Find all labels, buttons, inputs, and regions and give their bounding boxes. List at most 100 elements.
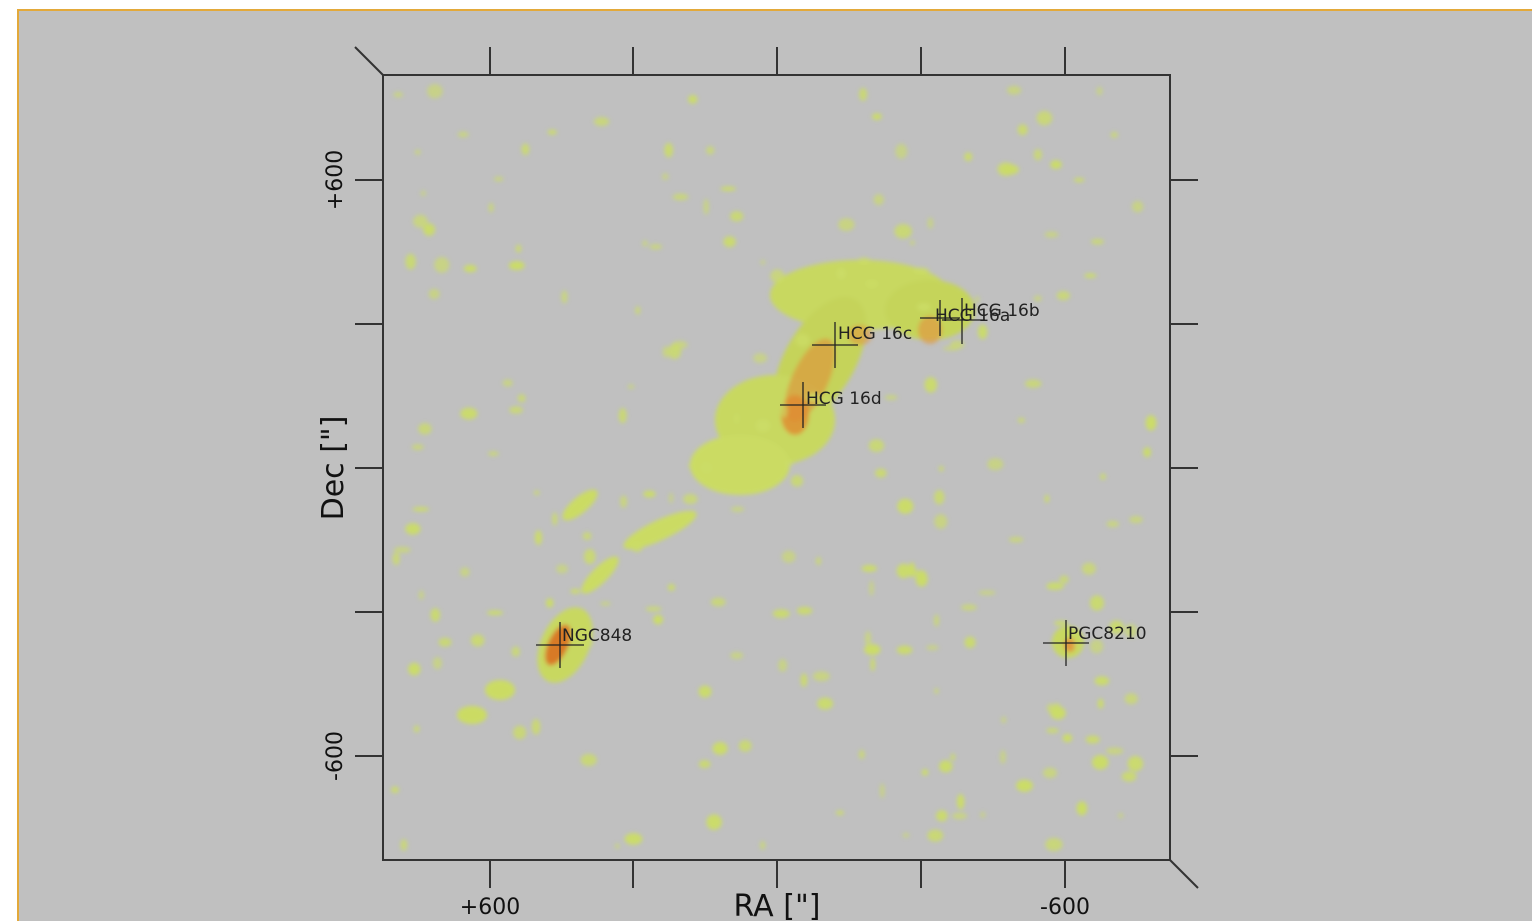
speck: [928, 217, 934, 229]
speck: [458, 132, 469, 137]
speck: [673, 194, 689, 201]
speck: [894, 224, 912, 239]
speck: [489, 203, 494, 213]
speck: [865, 631, 871, 646]
speck: [1129, 516, 1143, 523]
speck: [534, 491, 539, 495]
speck: [704, 199, 709, 215]
speck: [897, 564, 911, 579]
speck: [909, 562, 915, 577]
speck: [872, 113, 882, 120]
speck: [535, 530, 542, 545]
speck: [1043, 768, 1057, 779]
speck: [866, 280, 879, 288]
speck: [910, 240, 914, 244]
x-tick-label: +600: [460, 895, 520, 920]
speck: [1122, 771, 1137, 781]
speck: [509, 406, 523, 413]
speck: [1074, 178, 1085, 182]
speck: [1106, 747, 1123, 754]
speck: [581, 754, 597, 766]
speck: [699, 760, 711, 768]
speck: [761, 260, 766, 265]
blob: [457, 706, 487, 724]
speck: [584, 549, 596, 564]
speck: [645, 606, 661, 611]
speck: [858, 257, 870, 264]
speck: [791, 475, 803, 487]
body: HCG 16a HCG 16b HCG 16c HCG 16d NGC848 P…: [0, 0, 1532, 921]
speck: [1016, 780, 1033, 792]
speck: [1046, 582, 1064, 590]
speck: [412, 444, 424, 450]
speck: [620, 495, 627, 508]
speck: [795, 334, 810, 347]
speck: [1044, 232, 1058, 238]
speck: [522, 143, 530, 155]
speck: [756, 419, 771, 432]
speck: [816, 557, 821, 565]
speck: [838, 218, 854, 231]
speck: [706, 146, 714, 154]
speck: [731, 507, 744, 512]
speck: [913, 268, 929, 275]
speck: [711, 598, 726, 607]
speck: [1045, 838, 1062, 851]
speck: [419, 590, 424, 599]
speck: [730, 652, 743, 659]
speck: [1086, 736, 1100, 744]
speck: [415, 150, 420, 154]
speck: [903, 833, 910, 837]
speck: [400, 839, 407, 851]
speck: [1063, 734, 1073, 742]
speck: [429, 289, 440, 299]
speck: [487, 611, 504, 615]
speck: [653, 615, 663, 625]
speck: [734, 413, 739, 424]
speck: [1054, 703, 1061, 714]
speck: [668, 344, 681, 359]
speck: [801, 673, 808, 687]
y-tick-label: +600: [323, 150, 348, 210]
speck: [813, 671, 830, 681]
y-axis-label: Dec ["]: [316, 416, 351, 521]
speck: [1098, 699, 1104, 709]
speck: [1143, 447, 1151, 457]
speck: [683, 494, 698, 504]
speck: [421, 191, 426, 196]
speck: [1007, 86, 1021, 95]
speck: [880, 783, 884, 798]
speck: [1046, 728, 1059, 733]
speck: [897, 499, 913, 514]
speck: [1106, 521, 1119, 527]
speck: [961, 604, 977, 610]
speck: [706, 814, 721, 829]
speck: [503, 379, 513, 386]
speck: [391, 787, 399, 794]
y-tick-label: -600: [323, 731, 348, 781]
speck: [1084, 273, 1096, 277]
speck: [939, 466, 943, 471]
speck: [662, 173, 668, 180]
speck: [488, 452, 499, 456]
speck: [964, 152, 972, 161]
speck: [925, 377, 938, 393]
speck: [871, 657, 875, 671]
speck: [668, 584, 675, 591]
speck: [460, 567, 470, 576]
speck: [556, 564, 568, 573]
galaxy-label: HCG 16b: [964, 301, 1040, 321]
speck: [1125, 693, 1138, 704]
speck: [773, 609, 790, 618]
speck: [464, 265, 477, 272]
speck: [760, 841, 765, 850]
speck: [509, 261, 525, 270]
speck: [615, 843, 620, 848]
speck: [532, 719, 541, 735]
speck: [512, 646, 520, 656]
speck: [922, 769, 928, 776]
speck: [952, 813, 967, 819]
speck: [784, 460, 793, 466]
speck: [934, 514, 947, 529]
speck: [950, 754, 955, 761]
